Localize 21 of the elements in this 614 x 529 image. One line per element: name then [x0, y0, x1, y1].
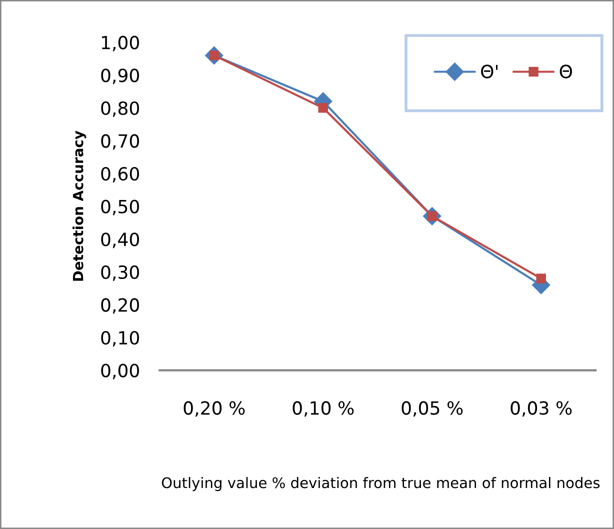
legend-label: Θ — [560, 64, 572, 78]
y-tick-label: 0,20 — [101, 298, 139, 314]
y-tick-label: 0,50 — [101, 200, 139, 216]
y-axis-title: Detection Accuracy — [72, 130, 86, 281]
x-tick-label: 0,03 % — [510, 401, 572, 417]
y-tick-label: 0,60 — [101, 166, 139, 182]
x-tick-label: 0,05 % — [402, 401, 463, 417]
y-tick-label: 0,70 — [101, 134, 139, 150]
y-tick-label: 0,40 — [101, 232, 139, 248]
y-tick-label: 0,00 — [101, 364, 139, 380]
x-tick-label: 0,10 % — [292, 401, 354, 417]
y-tick-label: 1,00 — [102, 36, 139, 52]
y-tick-label: 0,80 — [101, 101, 139, 117]
legend-label: Θ' — [481, 64, 498, 78]
x-tick-label: 0,20 % — [184, 401, 245, 417]
y-tick-label: 0,30 — [101, 265, 139, 281]
x-axis-title: Outlying value % deviation from true mean of normal nodes — [162, 476, 600, 492]
point — [318, 103, 328, 113]
y-tick-label: 0,90 — [101, 68, 139, 84]
y-tick-label: 0,10 — [101, 330, 139, 346]
point — [536, 274, 546, 284]
